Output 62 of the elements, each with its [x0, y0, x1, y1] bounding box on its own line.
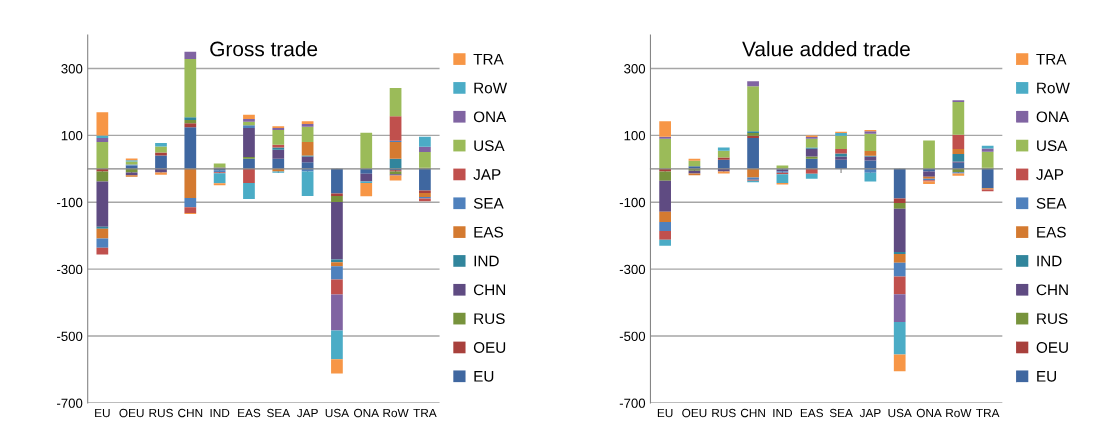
legend-label: CHN [473, 284, 506, 296]
x-tick-label: JAP [296, 408, 318, 418]
legend-label: IND [1037, 255, 1062, 267]
x-tick-label: EAS [800, 408, 823, 418]
x-tick-label: TRA [976, 408, 1000, 418]
x-tick-label: ONA [916, 408, 942, 418]
x-tick-label: TRA [413, 408, 437, 418]
x-tick-label: EU [95, 408, 110, 418]
legend-label: OEU [1036, 342, 1068, 353]
legend-label: EAS [474, 226, 504, 238]
legend-label: RUS [474, 313, 505, 325]
legend-label: TRA [473, 53, 504, 65]
legend-label: SEA [1036, 197, 1067, 209]
x-tick-label: USA [325, 408, 350, 418]
y-tick-label: -500 [57, 331, 83, 341]
legend-label: OEU [473, 342, 506, 353]
y-tick-label: -500 [619, 331, 646, 341]
legend-label: EU [474, 371, 494, 382]
x-tick-label: RoW [383, 408, 409, 418]
x-tick-label: CHN [178, 408, 203, 418]
legend-label: CHN [1036, 284, 1068, 296]
y-tick-label: -700 [619, 398, 646, 408]
x-tick-label: CHN [740, 408, 765, 418]
legend-label: ONA [1036, 111, 1070, 123]
x-tick-label: EU [657, 408, 673, 418]
legend-label: JAP [1036, 169, 1064, 180]
legend-label: USA [474, 140, 505, 152]
legend-label: JAP [473, 169, 501, 180]
y-tick-label: 100 [61, 130, 83, 141]
x-tick-label: RoW [946, 408, 972, 418]
x-tick-label: SEA [267, 408, 291, 418]
x-tick-label: RUS [149, 408, 173, 418]
legend-label: EU [1037, 371, 1056, 382]
legend-label: TRA [1036, 53, 1067, 65]
y-tick-label: -300 [619, 264, 646, 275]
x-tick-label: EAS [238, 408, 261, 418]
x-tick-label: IND [773, 408, 793, 418]
legend-label: SEA [473, 197, 504, 209]
y-tick-label: 300 [61, 64, 83, 74]
x-tick-label: USA [888, 408, 912, 418]
x-tick-label: RUS [712, 408, 736, 418]
y-tick-label: -700 [57, 398, 83, 408]
legend-label: RoW [1037, 82, 1070, 94]
legend-label: USA [1037, 140, 1068, 152]
x-tick-label: OEU [119, 408, 144, 418]
chart-title: Gross trade [210, 41, 318, 57]
y-tick-label: -300 [57, 264, 83, 275]
legend-label: RUS [1037, 313, 1068, 325]
y-tick-label: 300 [624, 64, 646, 74]
x-tick-label: JAP [859, 408, 881, 418]
legend-label: EAS [1037, 226, 1066, 238]
x-tick-label: ONA [354, 408, 380, 418]
legend-label: IND [474, 255, 499, 267]
x-tick-label: IND [210, 408, 230, 418]
x-tick-label: OEU [682, 408, 707, 418]
x-tick-label: SEA [829, 408, 853, 418]
y-tick-label: 100 [624, 130, 646, 141]
legend-label: RoW [474, 82, 508, 94]
y-tick-label: -100 [619, 197, 646, 208]
legend-label: ONA [473, 111, 507, 123]
chart-title: Value added trade [742, 41, 910, 57]
y-tick-label: -100 [57, 197, 83, 208]
